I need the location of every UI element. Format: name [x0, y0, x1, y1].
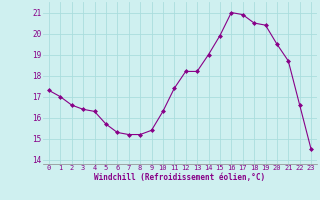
X-axis label: Windchill (Refroidissement éolien,°C): Windchill (Refroidissement éolien,°C) [94, 173, 266, 182]
